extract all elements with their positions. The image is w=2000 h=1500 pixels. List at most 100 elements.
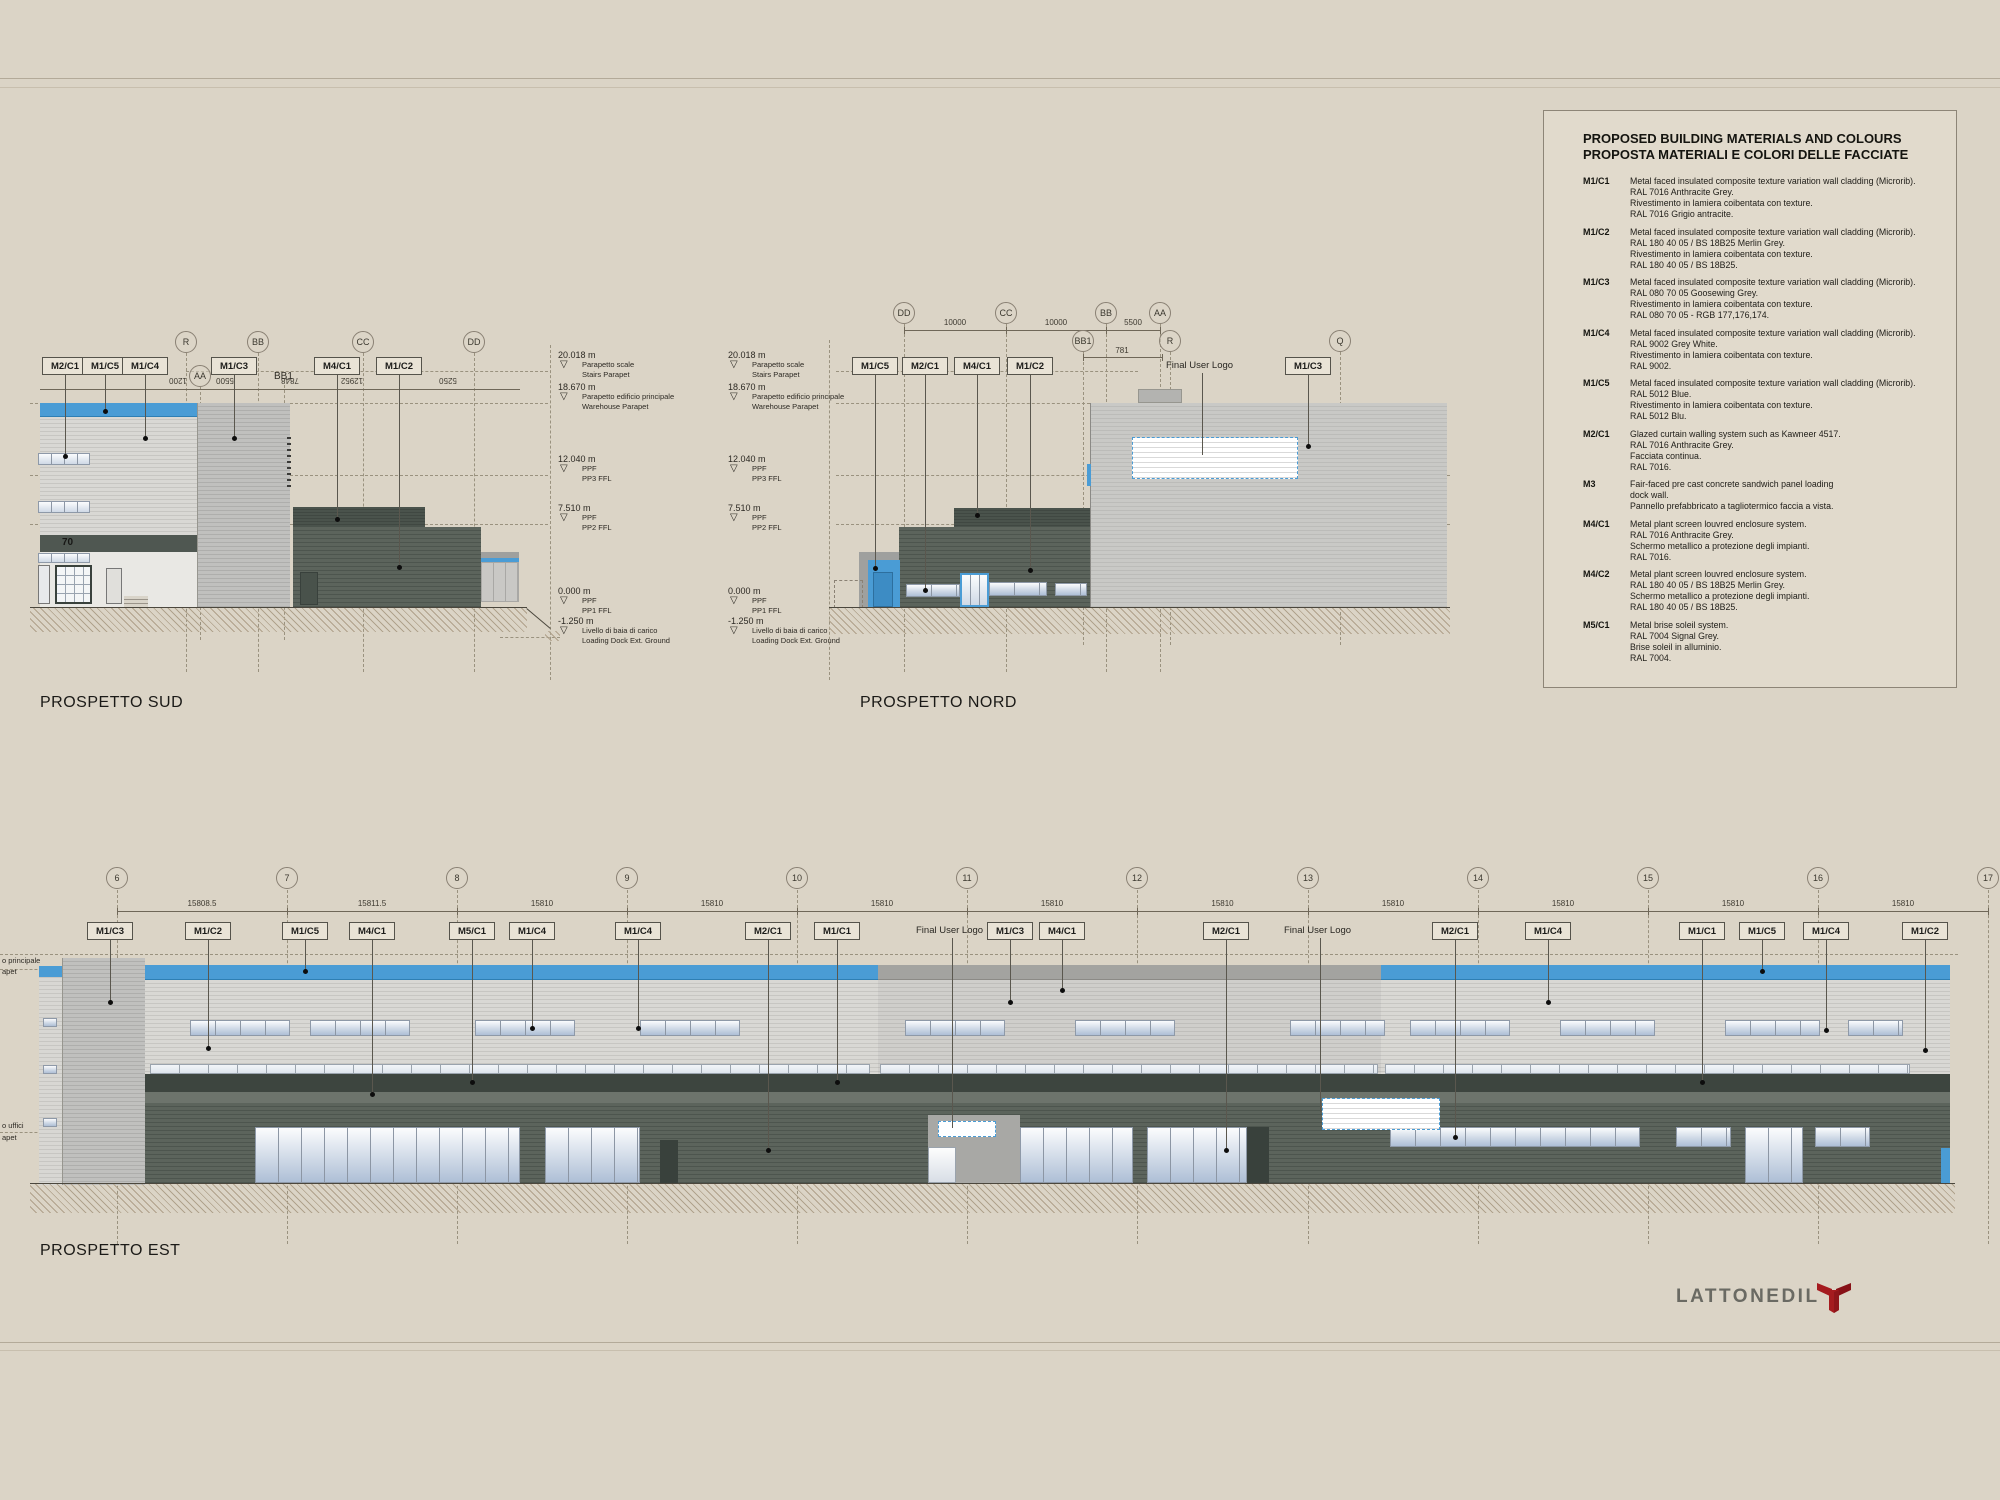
level-value: 18.670 m [728, 382, 766, 392]
legend-item-line: Metal faced insulated composite texture … [1630, 226, 1916, 237]
dim-tick [1106, 327, 1107, 334]
nord-ground-hatch [829, 608, 1450, 634]
leader-line [952, 938, 953, 1128]
grid-bubble-r: R [1159, 330, 1181, 352]
legend-item-code: M1/C2 [1583, 226, 1610, 237]
legend-item-lines: Metal faced insulated composite texture … [1630, 176, 1946, 220]
material-label-m1-c3: M1/C3 [987, 922, 1033, 940]
level-marker-icon: ▽ [730, 359, 738, 370]
grid-bubble-dd: DD [463, 331, 485, 353]
level-label-en: PP2 FFL [752, 523, 782, 532]
legend-item-line: RAL 5012 Blue. [1630, 389, 1692, 399]
grid-bubble-6: 6 [106, 867, 128, 889]
est-window-row1 [905, 1020, 1005, 1036]
est-stair-window [43, 1018, 57, 1027]
grid-bubble-8: 8 [446, 867, 468, 889]
legend-item-lines: Glazed curtain walling system such as Ka… [1630, 429, 1946, 473]
leader-dot [1546, 1000, 1551, 1005]
level-label-it: PPF [752, 464, 767, 473]
legend-item-line: Pannello prefabbricato a tagliotermico f… [1630, 501, 1834, 511]
leader-line [1308, 375, 1309, 446]
est-blue-band-left [145, 965, 878, 980]
grid-bubble-13: 13 [1297, 867, 1319, 889]
est-window-row2 [1385, 1064, 1910, 1074]
dim-tick [1162, 354, 1163, 361]
leader-line [1010, 940, 1011, 1002]
nord-ground-line [829, 607, 1450, 608]
leader-line [1762, 940, 1763, 971]
sud-dark-wall [293, 527, 481, 607]
dim-chain [117, 911, 1988, 912]
leader-line [1226, 940, 1227, 1150]
level-label-en: PP1 FFL [582, 606, 612, 615]
dim-text: 5500 [1124, 318, 1142, 327]
material-label-m1-c3: M1/C3 [211, 357, 257, 375]
est-stair-tower [62, 958, 145, 1185]
dim-text: 15810 [1721, 899, 1745, 908]
dim-chain [1083, 357, 1162, 358]
est-storefront [255, 1127, 520, 1183]
legend-item-line: RAL 7016 Grigio antracite. [1630, 209, 1734, 219]
legend-item-line: RAL 180 40 05 / BS 18B25. [1630, 602, 1738, 612]
material-label-m2-c1: M2/C1 [745, 922, 791, 940]
legend-item-line: Schermo metallico a protezione degli imp… [1630, 591, 1810, 601]
material-label-m1-c4: M1/C4 [122, 357, 168, 375]
legend-item-code: M4/C1 [1583, 518, 1610, 529]
material-label-m1-c4: M1/C4 [1525, 922, 1571, 940]
final-user-logo-label: Final User Logo [1284, 925, 1352, 936]
level-value: 20.018 m [728, 350, 766, 360]
est-window-row2 [150, 1064, 870, 1074]
sud-ground-hatch [30, 608, 527, 632]
level-value: 0.000 m [558, 586, 591, 596]
grid-bubble-aa: AA [189, 365, 211, 387]
sud-plant-screen-upper [293, 507, 425, 527]
material-label-m1-c2: M1/C2 [1902, 922, 1948, 940]
material-label-m4-c1: M4/C1 [314, 357, 360, 375]
level-line [500, 637, 560, 638]
legend-item-line: Metal faced insulated composite texture … [1630, 378, 1916, 388]
dim-tick [1083, 354, 1084, 361]
level-label-en: PP2 FFL [582, 523, 612, 532]
legend-item-line: RAL 080 70 05 - RGB 177,176,174. [1630, 310, 1770, 320]
est-window-row1 [1075, 1020, 1175, 1036]
level-value: 7.510 m [558, 503, 591, 513]
sheet-top-edge-line-2 [0, 87, 2000, 88]
legend-item-line: RAL 9002. [1630, 360, 1672, 371]
est-window-band [1815, 1127, 1870, 1147]
est-user-logo-panel [1322, 1098, 1440, 1130]
leader-dot [835, 1080, 840, 1085]
level-marker-icon: ▽ [560, 625, 568, 636]
dim-text: 10000 [943, 318, 967, 327]
material-label-m1-c5: M1/C5 [852, 357, 898, 375]
material-label-m1-c4: M1/C4 [615, 922, 661, 940]
sheet-bottom-edge-line-2 [0, 1350, 2000, 1351]
legend-item-m4-c1: M4/C1 Metal plant screen louvred enclosur… [1583, 519, 1946, 563]
sud-tower-ladder [287, 437, 291, 491]
level-label-it: PPF [752, 596, 767, 605]
grid-bubble-15: 15 [1637, 867, 1659, 889]
material-label-m4-c1: M4/C1 [349, 922, 395, 940]
leader-dot [1923, 1048, 1928, 1053]
level-label-en: Warehouse Parapet [582, 402, 649, 411]
grid-line-dd [474, 353, 475, 672]
leader-dot [636, 1026, 641, 1031]
dim-text: 5250 [439, 376, 457, 385]
est-left-annotation-2b: apet [2, 1133, 17, 1142]
level-value: -1.250 m [558, 616, 594, 626]
material-label-m1-c5: M1/C5 [82, 357, 128, 375]
legend-item-line: Glazed curtain walling system such as Ka… [1630, 428, 1841, 439]
grid-bubble-cc: CC [352, 331, 374, 353]
legend-title: PROPOSED BUILDING MATERIALS AND COLOURS … [1583, 131, 1946, 163]
est-dark-pier [1247, 1127, 1269, 1183]
material-label-m1-c3: M1/C3 [87, 922, 133, 940]
leader-line [305, 940, 306, 971]
grid-bubble-q: Q [1329, 330, 1351, 352]
est-dark-door [660, 1140, 678, 1183]
sheet-bottom-edge-line [0, 1342, 2000, 1343]
sud-steps [124, 596, 148, 607]
legend-item-line: RAL 7016 Anthracite Grey. [1630, 439, 1734, 450]
leader-line [1455, 940, 1456, 1137]
leader-line [925, 375, 926, 590]
legend-item-code: M1/C5 [1583, 378, 1610, 388]
grid-bubble-cc: CC [995, 302, 1017, 324]
